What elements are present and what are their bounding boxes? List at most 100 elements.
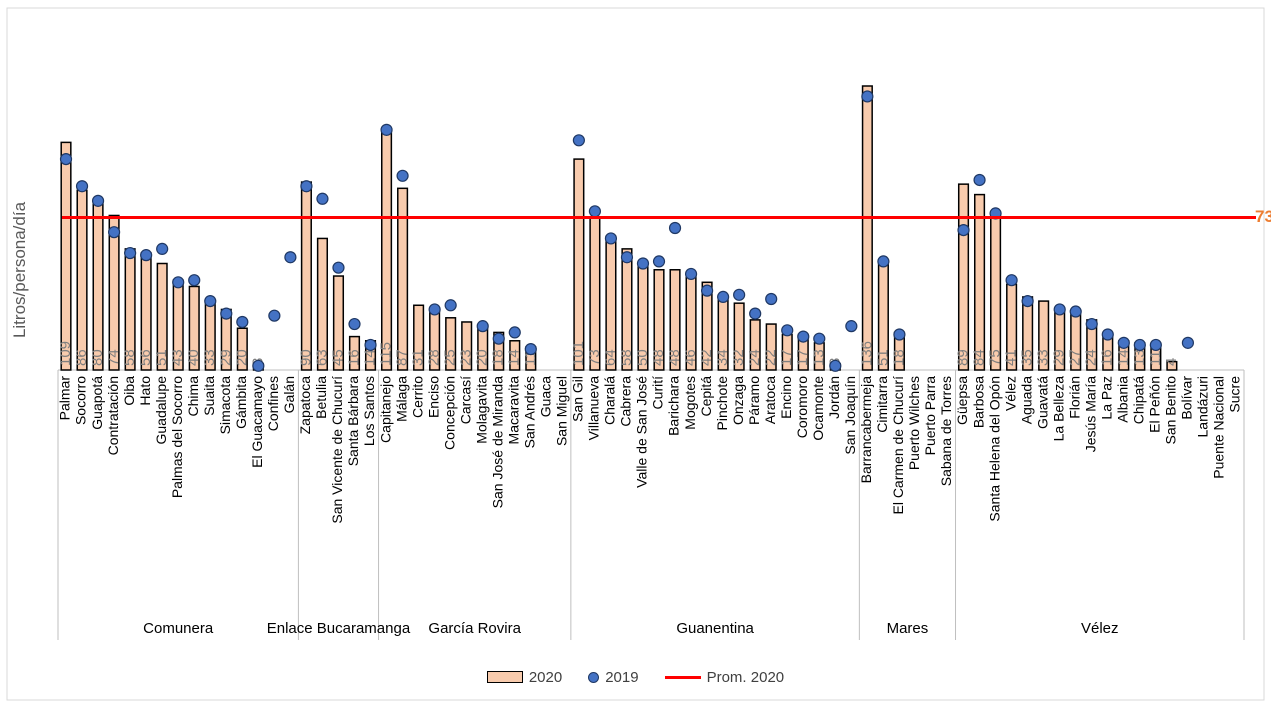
marker-2019-simacota: [220, 307, 233, 320]
x-tick-label-florian: Florián: [1066, 376, 1082, 419]
y-axis-label-text: Litros/persona/día: [10, 201, 29, 339]
x-tick-label-villanueva: Villanueva: [586, 376, 602, 441]
bar-2020-chima: [188, 285, 200, 371]
marker-2019-san-joaquin: [845, 320, 858, 333]
data-label-2020-barichara: 48: [666, 349, 683, 366]
marker-2019-enciso: [428, 303, 441, 316]
marker-2019-velez: [1005, 274, 1018, 287]
marker-2019-jesus-maria: [1085, 317, 1098, 331]
x-tick-label-oiba: Oiba: [121, 376, 137, 406]
marker-2019-valle-de-san-jose: [636, 257, 650, 270]
x-tick-label-san-joaquin: San Joaquín: [842, 376, 858, 455]
x-tick-label-cepita: Cepitá: [698, 376, 714, 417]
marker-2019-san-jose-de-miranda: [492, 332, 505, 345]
x-tick-label-santa-helena-del-opon: Santa Helena del Opón: [986, 376, 1002, 522]
marker-2019-suaita: [204, 294, 217, 308]
average-value-label: 73: [1255, 206, 1271, 226]
x-tick-label-barrancabermeja: Barrancabermeja: [858, 376, 874, 484]
x-tick-label-san-benito: San Benito: [1163, 376, 1179, 445]
marker-2019-guepsa: [957, 223, 970, 237]
bar-2020-capitanejo: [380, 129, 393, 371]
data-label-2020-barbosa: 84: [971, 349, 988, 366]
x-tick-label-la-belleza: La Belleza: [1050, 376, 1066, 442]
data-label-2020-palmas-del-socorro: 43: [169, 349, 186, 366]
legend-label-2019: 2019: [605, 668, 639, 686]
x-tick-label-macaravita: Macaravita: [505, 376, 521, 445]
data-label-2020-charala: 64: [602, 349, 619, 366]
bar-2020-zapatoca: [300, 181, 312, 371]
x-tick-label-san-gil: San Gil: [570, 376, 586, 422]
data-label-2020-el-penon: 11: [1147, 350, 1164, 366]
data-label-2020-san-gil: 101: [570, 341, 587, 366]
data-label-2020-guadalupe: 51: [153, 349, 170, 366]
marker-2019-socorro: [75, 180, 89, 193]
data-label-2020-simacota: 29: [217, 349, 234, 366]
marker-2019-pinchote: [717, 290, 730, 304]
group-label-guanentina: Guanentina: [676, 620, 754, 637]
x-tick-label-jesus-maria: Jesús María: [1082, 376, 1098, 452]
marker-2019-encino: [781, 324, 794, 337]
marker-2019-san-vicente-de-chucuri: [332, 261, 345, 274]
marker-2019-onzaga: [733, 288, 746, 301]
x-tick-label-chima: Chima: [185, 376, 201, 417]
marker-2019-galan: [284, 251, 297, 264]
data-label-2020-guavata: 33: [1035, 349, 1052, 366]
data-label-2020-oiba: 58: [121, 349, 138, 366]
bar-2020-guepsa: [957, 183, 970, 371]
bar-2020-guavata: [1038, 300, 1050, 371]
x-tick-label-san-andres: San Andrés: [522, 376, 538, 448]
x-tick-label-guepsa: Güepsa: [954, 376, 970, 425]
data-label-2020-malaga: 87: [394, 349, 411, 366]
data-label-2020-el-carmen-de-chucuri: 18: [890, 349, 907, 366]
marker-2019-capitanejo: [380, 123, 393, 136]
marker-2019-oiba: [124, 246, 137, 260]
bar-2020-san-jose-de-miranda: [493, 331, 505, 371]
legend-swatch-average: [664, 675, 701, 679]
data-label-2020-encino: 17: [778, 349, 795, 366]
x-tick-label-sucre: Sucre: [1227, 376, 1243, 413]
bar-2020-barichara: [669, 269, 681, 371]
data-label-2020-hato: 56: [137, 349, 154, 366]
x-tick-label-zapatoca: Zapatoca: [297, 376, 313, 435]
marker-2019-cabrera: [620, 251, 634, 264]
bar-2020-aratoca: [765, 323, 777, 371]
data-label-2020-concepcion: 25: [442, 349, 459, 366]
x-tick-label-san-miguel: San Miguel: [554, 376, 570, 446]
x-tick-label-chipata: Chipatá: [1131, 376, 1147, 424]
marker-2019-la-belleza: [1053, 303, 1066, 316]
x-tick-label-jordan: Jordán: [826, 376, 842, 419]
bar-2020-curiti: [653, 269, 665, 371]
x-tick-label-santa-barbara: Santa Bárbara: [345, 376, 361, 466]
data-label-2020-cerrito: 31: [410, 349, 427, 366]
marker-2019-guapota: [91, 194, 105, 207]
data-label-2020-capitanejo: 115: [378, 342, 395, 366]
x-tick-label-suaita: Suaita: [201, 376, 217, 416]
marker-2019-los-santos: [364, 338, 377, 352]
marker-2019-curiti: [652, 255, 666, 268]
marker-2019-cepita: [700, 284, 714, 297]
x-tick-label-malaga: Málaga: [393, 376, 409, 422]
marker-2019-macaravita: [508, 326, 521, 339]
group-label-mares: Mares: [887, 620, 929, 637]
x-tick-label-el-guacamayo: El Guacamayo: [249, 376, 265, 468]
data-label-2020-cabrera: 58: [618, 349, 635, 366]
marker-2019-el-carmen-de-chucuri: [893, 328, 906, 341]
x-tick-label-velez: Vélez: [1002, 376, 1018, 411]
marker-2019-san-andres: [524, 343, 537, 356]
x-tick-label-galan: Galán: [281, 376, 297, 413]
data-label-2020-contratacion: 74: [105, 349, 122, 366]
marker-2019-el-guacamayo: [252, 359, 265, 372]
bar-2020-villanueva: [589, 216, 601, 371]
data-label-2020-san-benito: 4: [1163, 358, 1180, 366]
x-tick-label-paramo: Páramo: [746, 376, 762, 425]
data-label-2020-paramo: 24: [746, 349, 763, 366]
marker-2019-san-gil: [572, 134, 585, 147]
data-label-2020-suaita: 33: [201, 349, 218, 366]
data-label-2020-gambita: 20: [233, 349, 250, 366]
x-tick-label-barichara: Barichara: [666, 376, 682, 436]
data-label-2020-valle-de-san-jose: 50: [634, 349, 651, 366]
bar-2020-betulia: [316, 237, 329, 371]
marker-2019-el-penon: [1149, 338, 1162, 352]
x-tick-label-valle-de-san-jose: Valle de San José: [634, 376, 650, 488]
